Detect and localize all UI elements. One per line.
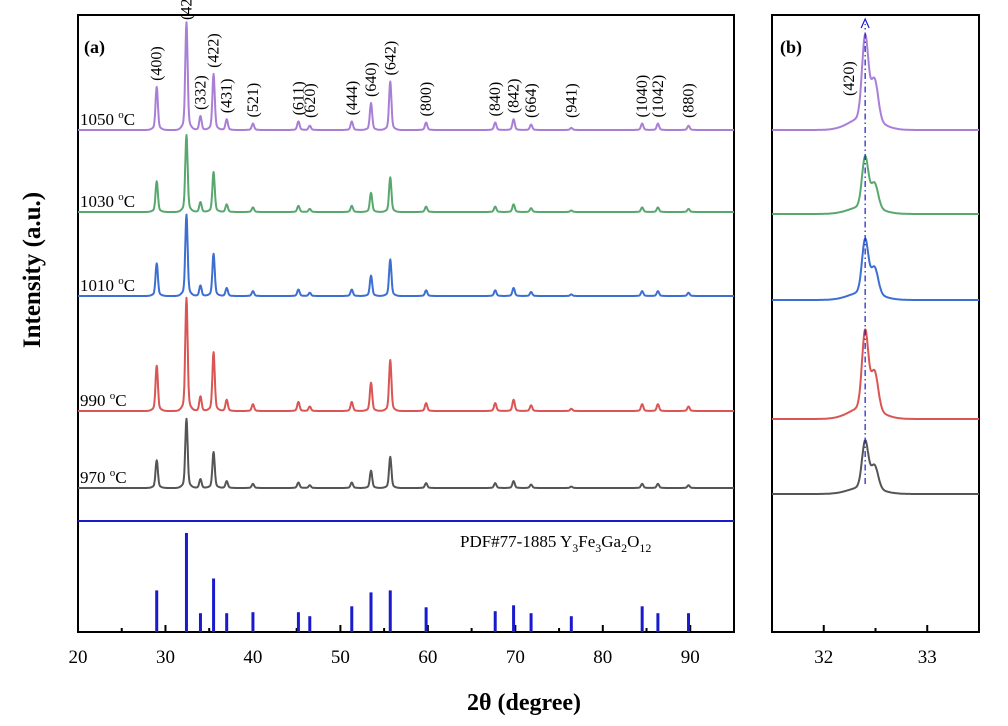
x-tick-label: 32 — [814, 647, 833, 668]
series-label: 970 oC — [80, 467, 127, 487]
formula-part: Fe — [578, 532, 595, 551]
formula-sub: 3 — [595, 541, 601, 555]
panel-b-ticks: 32 33 — [814, 625, 937, 668]
celsius-unit: C — [115, 468, 126, 487]
series-label: 1010 oC — [80, 275, 135, 295]
panel-a-traces — [77, 21, 735, 489]
x-tick-label: 70 — [506, 647, 525, 668]
peak-hkl-label: (332) — [193, 75, 210, 110]
zoom-trace-2 — [771, 237, 980, 301]
peak-hkl-label: (664) — [523, 83, 540, 118]
x-tick-label: 60 — [418, 647, 437, 668]
xrd-trace-3 — [77, 296, 735, 412]
formula-sub: 3 — [572, 541, 578, 555]
reference-label-prefix: PDF#77-1885 Y — [460, 532, 572, 551]
celsius-unit: C — [115, 391, 126, 410]
degree-superscript: o — [118, 109, 124, 121]
panel-b-frame — [771, 14, 980, 633]
series-label: 1050 oC — [80, 109, 135, 129]
panel-a-frame — [77, 14, 735, 633]
peak-hkl-label: (880) — [681, 83, 698, 118]
formula-part: Ga — [601, 532, 621, 551]
series-label-value: 1010 — [80, 276, 118, 295]
x-tick-label: 80 — [593, 647, 612, 668]
series-label-value: 1050 — [80, 110, 118, 129]
y-axis-title: Intensity (a.u.) — [19, 192, 46, 348]
series-label: 990 oC — [80, 390, 127, 410]
zoom-trace-3 — [771, 328, 980, 420]
degree-superscript: o — [110, 467, 116, 479]
peak-hkl-label: (941) — [563, 83, 580, 118]
guide-arrowhead — [860, 17, 870, 29]
degree-superscript: o — [110, 390, 116, 402]
peak-hkl-label: (620) — [302, 83, 319, 118]
peak-hkl-label: (420) — [179, 0, 196, 20]
peak-guide — [860, 17, 870, 484]
x-tick-label: 40 — [243, 647, 262, 668]
xrd-trace-2 — [77, 213, 735, 297]
peak-hkl-label: (642) — [382, 41, 399, 76]
reference-label: PDF#77-1885 Y3Fe3Ga2O12 — [460, 532, 651, 555]
xrd-trace-0 — [77, 21, 735, 131]
peak-hkl-label: (400) — [149, 46, 166, 81]
peak-hkl-label: (422) — [206, 33, 223, 68]
degree-superscript: o — [118, 275, 124, 287]
celsius-unit: C — [124, 110, 135, 129]
peak-hkl-label: (431) — [219, 79, 236, 114]
panel-b-peak-label: (420) — [841, 61, 858, 96]
peak-hkl-label: (611) — [290, 81, 307, 115]
celsius-unit: C — [124, 192, 135, 211]
zoom-trace-4 — [771, 439, 980, 495]
reference-sticks — [155, 533, 691, 632]
panel-a-label: (a) — [84, 37, 105, 58]
zoom-trace-1 — [771, 155, 980, 215]
degree-superscript: o — [118, 191, 124, 203]
peak-hkl-label: (640) — [363, 62, 380, 97]
celsius-unit: C — [124, 276, 135, 295]
x-tick-label: 30 — [156, 647, 175, 668]
peak-hkl-label: (1040) — [634, 75, 651, 118]
series-label-value: 1030 — [80, 192, 118, 211]
series-label: 1030 oC — [80, 191, 135, 211]
peak-hkl-label: (521) — [245, 83, 262, 118]
xrd-trace-1 — [77, 134, 735, 213]
x-tick-label: 33 — [918, 647, 937, 668]
zoom-trace-0 — [771, 33, 980, 131]
formula-sub: 12 — [639, 541, 651, 555]
panel-b-label: (b) — [780, 37, 802, 58]
peak-hkl-label: (800) — [418, 82, 435, 117]
x-tick-label: 50 — [331, 647, 350, 668]
panel-a-ticks: 20 30 40 50 60 70 80 90 — [69, 625, 700, 668]
panel-b: (b) 32 33 (420) — [771, 14, 980, 668]
series-label-value: 970 — [80, 468, 110, 487]
panel-a-peak-labels: (400) (420) (332) (422) (431) (521) (611)(620)… — [149, 0, 698, 118]
formula-sub: 2 — [621, 541, 627, 555]
formula-part: O — [627, 532, 639, 551]
xrd-trace-4 — [77, 417, 735, 489]
peak-hkl-label: (444) — [344, 81, 361, 116]
peak-hkl-label: (842) — [506, 79, 523, 114]
peak-hkl-label: (840) — [487, 82, 504, 117]
x-tick-label: 20 — [69, 647, 88, 668]
x-axis-title: 2θ (degree) — [467, 690, 581, 716]
x-tick-label: 90 — [681, 647, 700, 668]
peak-hkl-label: (1042) — [650, 75, 667, 118]
series-label-value: 990 — [80, 391, 110, 410]
panel-b-traces — [771, 33, 980, 495]
